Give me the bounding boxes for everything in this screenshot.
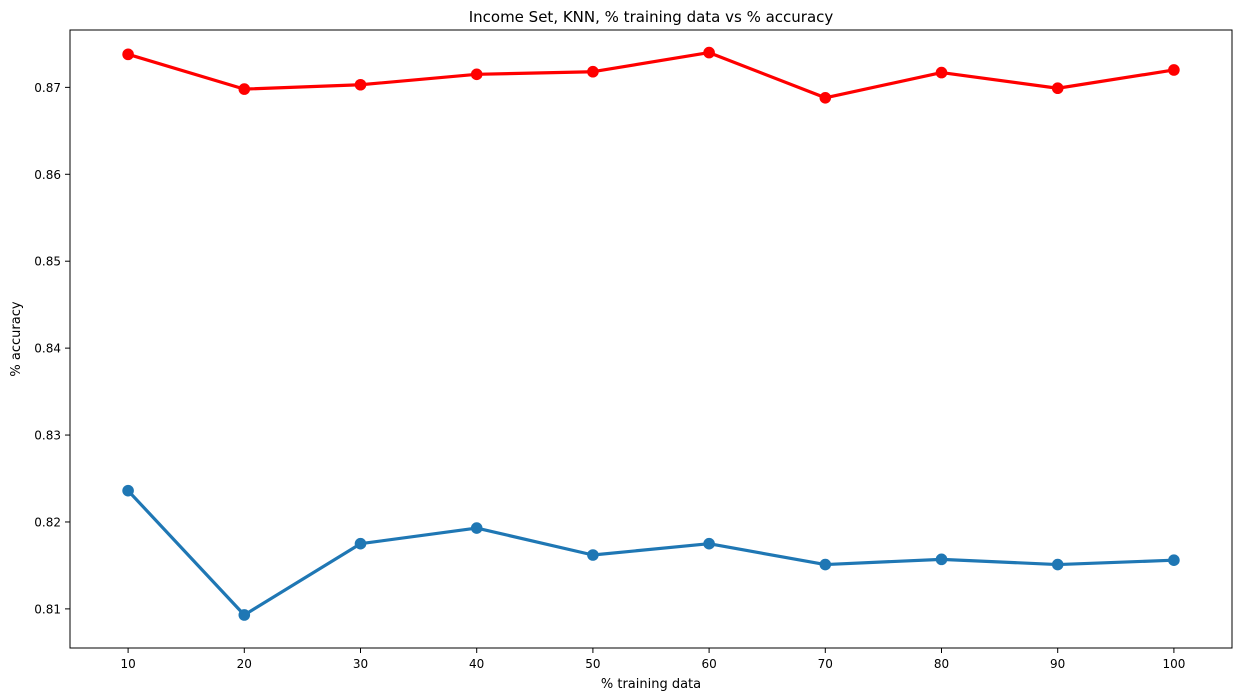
data-point [354,537,367,550]
data-point [935,553,948,566]
y-tick-label: 0.83 [34,429,61,443]
y-axis-label: % accuracy [9,301,24,376]
x-tick-label: 30 [353,657,368,671]
x-tick-label: 10 [120,657,135,671]
y-tick-label: 0.81 [34,602,61,616]
x-axis: 10 20 30 40 50 60 70 80 90 100 [120,648,1185,671]
data-point [1168,554,1180,567]
x-tick-label: 50 [585,657,600,671]
x-tick-label: 100 [1162,657,1185,671]
chart-title: Income Set, KNN, % training data vs % ac… [469,8,834,26]
data-point [819,558,832,571]
x-tick-label: 40 [469,657,484,671]
y-tick-label: 0.85 [34,255,61,269]
plot-frame [69,29,1233,649]
data-point [1051,558,1064,571]
x-axis-label: % training data [601,677,701,692]
data-point [935,66,948,79]
y-axis: 0.81 0.82 0.83 0.84 0.85 0.86 0.87 [34,81,70,616]
data-point [122,484,134,497]
data-point [703,46,715,59]
data-point [122,48,134,61]
data-point [587,65,599,78]
data-point [587,549,599,561]
y-tick-label: 0.84 [34,342,61,356]
x-tick-label: 60 [701,657,716,671]
data-point [354,78,367,91]
data-point [238,83,251,95]
x-tick-label: 80 [934,657,949,671]
data-point [819,91,832,104]
x-tick-label: 90 [1050,657,1065,671]
x-tick-label: 70 [818,657,833,671]
data-point [703,537,715,550]
data-point [470,68,483,81]
series-1 [122,46,1180,104]
y-tick-label: 0.87 [34,81,61,95]
series-line [126,489,1176,617]
series-line [126,50,1176,100]
series-2 [122,484,1180,621]
y-tick-label: 0.82 [34,515,61,529]
series-layer [122,46,1180,621]
plot-background [70,30,1232,648]
data-point [1051,82,1064,95]
data-point [470,522,483,534]
x-tick-label: 20 [237,657,252,671]
data-point [238,609,251,621]
y-tick-label: 0.86 [34,168,61,182]
data-point [1168,64,1180,76]
